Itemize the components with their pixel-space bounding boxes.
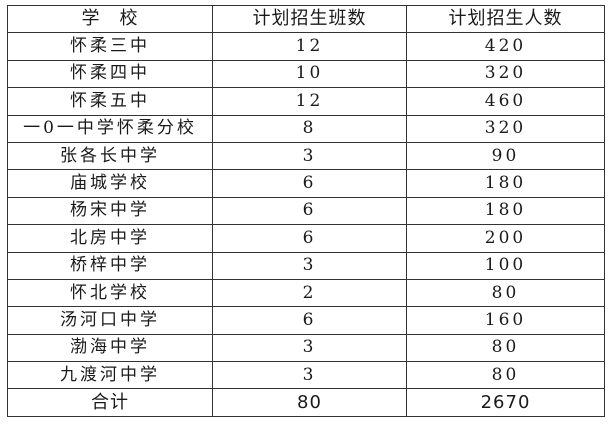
header-school: 学 校 (7, 4, 213, 34)
enrollment-table: 学 校 计划招生班数 计划招生人数 怀柔三中 12 420 怀柔四中 10 320 怀柔五中… (7, 4, 605, 417)
classes-cell: 10 (212, 59, 407, 89)
total-students-cell: 2670 (406, 388, 605, 417)
students-cell: 200 (406, 224, 605, 253)
classes-cell: 3 (212, 361, 407, 390)
table-row: 一0一中学怀柔分校 8 320 (7, 114, 605, 143)
classes-cell: 2 (212, 278, 407, 308)
table-row: 怀柔三中 12 420 (7, 32, 605, 61)
classes-cell: 6 (212, 169, 407, 198)
table-row: 怀柔五中 12 460 (7, 87, 605, 116)
table-row: 北房中学 6 200 (7, 224, 605, 253)
total-row: 合计 80 2670 (7, 388, 605, 417)
classes-cell: 6 (212, 224, 407, 253)
students-cell: 180 (406, 169, 605, 198)
school-cell: 怀柔五中 (7, 87, 213, 116)
school-cell: 张各长中学 (7, 141, 213, 171)
table-row: 渤海中学 3 80 (7, 333, 605, 363)
school-cell: 怀柔四中 (7, 59, 213, 89)
table-row: 怀北学校 2 80 (7, 278, 605, 308)
school-cell: 一0一中学怀柔分校 (7, 114, 213, 143)
classes-cell: 6 (212, 196, 407, 226)
students-cell: 460 (406, 87, 605, 116)
students-cell: 90 (406, 141, 605, 171)
school-cell: 九渡河中学 (7, 361, 213, 390)
classes-cell: 12 (212, 87, 407, 116)
students-cell: 320 (406, 59, 605, 89)
total-classes-cell: 80 (212, 388, 407, 417)
students-cell: 320 (406, 114, 605, 143)
total-school-cell: 合计 (7, 388, 213, 417)
classes-cell: 3 (212, 141, 407, 171)
classes-cell: 6 (212, 306, 407, 335)
school-cell: 桥梓中学 (7, 251, 213, 280)
students-cell: 100 (406, 251, 605, 280)
school-cell: 杨宋中学 (7, 196, 213, 226)
header-classes: 计划招生班数 (212, 4, 407, 34)
classes-cell: 8 (212, 114, 407, 143)
table-row: 汤河口中学 6 160 (7, 306, 605, 335)
classes-cell: 3 (212, 333, 407, 363)
table-row: 怀柔四中 10 320 (7, 59, 605, 89)
school-cell: 庙城学校 (7, 169, 213, 198)
students-cell: 160 (406, 306, 605, 335)
school-cell: 怀柔三中 (7, 32, 213, 61)
students-cell: 420 (406, 32, 605, 61)
header-students: 计划招生人数 (406, 4, 605, 34)
school-cell: 怀北学校 (7, 278, 213, 308)
table-row: 桥梓中学 3 100 (7, 251, 605, 280)
table-row: 杨宋中学 6 180 (7, 196, 605, 226)
students-cell: 180 (406, 196, 605, 226)
table-row: 九渡河中学 3 80 (7, 361, 605, 390)
classes-cell: 3 (212, 251, 407, 280)
students-cell: 80 (406, 361, 605, 390)
students-cell: 80 (406, 333, 605, 363)
students-cell: 80 (406, 278, 605, 308)
classes-cell: 12 (212, 32, 407, 61)
table-row: 庙城学校 6 180 (7, 169, 605, 198)
table-header-row: 学 校 计划招生班数 计划招生人数 (7, 4, 605, 34)
table-row: 张各长中学 3 90 (7, 141, 605, 171)
school-cell: 渤海中学 (7, 333, 213, 363)
school-cell: 北房中学 (7, 224, 213, 253)
school-cell: 汤河口中学 (7, 306, 213, 335)
